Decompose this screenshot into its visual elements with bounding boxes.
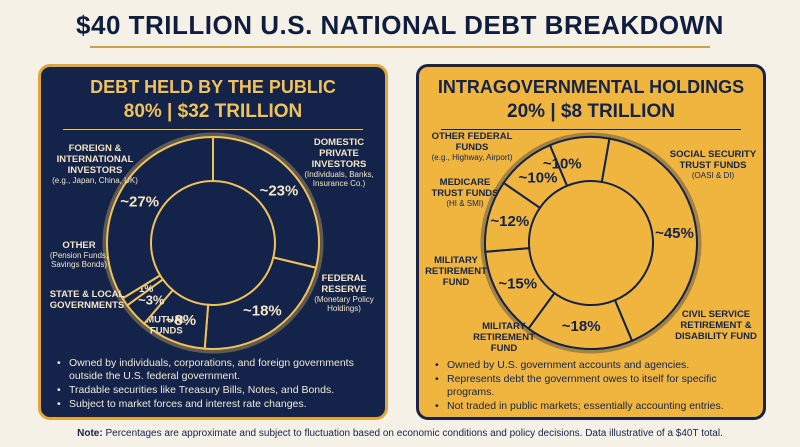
intragov-title: INTRAGOVERNMENTAL HOLDINGS [437, 77, 745, 97]
page-title: $40 TRILLION U.S. NATIONAL DEBT BREAKDOW… [76, 10, 724, 40]
donut-slice [212, 135, 320, 269]
public-debt-title: DEBT HELD BY THE PUBLIC [90, 77, 336, 97]
public-debt-bullets: Owned by individuals, corporations, and … [57, 357, 375, 412]
donut-glow-ring [480, 132, 702, 354]
label-civil-service-title: CIVIL SERVICE RETIREMENT & DISABILITY FU… [675, 309, 757, 342]
donut-value-label: ~27% [120, 193, 159, 210]
bullet-item: Owned by individuals, corporations, and … [57, 357, 375, 383]
label-other-sub: (Pension Funds, Savings Bonds) [49, 251, 109, 269]
label-medicare-title: MEDICARE TRUST FUNDS [431, 177, 499, 199]
label-social-security-title: SOCIAL SECURITY TRUST FUNDS [669, 149, 757, 171]
bullet-item: Represents debt the government owes to i… [435, 373, 753, 399]
label-state-title: STATE & LOCAL GOVERNMENTS [49, 289, 125, 311]
donut-value-label: ~12% [490, 213, 529, 230]
public-debt-subtitle: 80% | $32 TRILLION [123, 101, 303, 122]
label-foreign-title: FOREIGN & INTERNATIONAL INVESTORS [56, 143, 134, 176]
footnote-text: Percentages are approximate and subject … [102, 428, 723, 439]
label-other-federal-funds: OTHER FEDERAL FUNDS (e.g., Highway, Airp… [429, 131, 515, 162]
intragov-donut-chart: ~45% ~18% ~15% ~12% ~10%~10% [480, 132, 702, 354]
label-military-retirement: MILITARY RETIREMENT FUND [473, 321, 535, 354]
divider [441, 129, 741, 130]
intragov-subtitle: 20% | $8 TRILLION [507, 101, 675, 122]
title-underline [90, 46, 710, 48]
donut-value-label: ~15% [498, 276, 537, 293]
donut-value-label: ~3% [138, 293, 165, 308]
label-military-retirement: MILITARY RETIREMENT FUND [425, 255, 487, 288]
label-state-local: STATE & LOCAL GOVERNMENTS [45, 289, 129, 311]
bullet-item: Not traded in public markets; essentiall… [435, 400, 753, 413]
donut-value-label: ~8% [166, 312, 196, 329]
label-other-federal-sub: (e.g., Highway, Airport) [431, 153, 513, 162]
label-military-upper-title: MILITARY RETIREMENT FUND [425, 255, 487, 288]
bullet-item: Owned by U.S. government accounts and ag… [435, 359, 753, 372]
label-federal-sub: (Monetary Policy Holdings) [314, 295, 374, 313]
intragov-panel: INTRAGOVERNMENTAL HOLDINGS 20% | $8 TRIL… [416, 64, 766, 420]
donut-value-label: ~1% [133, 284, 153, 295]
donut-value-label: ~23% [260, 182, 299, 199]
label-other-federal-title: OTHER FEDERAL FUNDS [431, 131, 513, 153]
bullet-item: Subject to market forces and interest ra… [57, 398, 375, 411]
footnote: Note: Percentages are approximate and su… [0, 428, 800, 439]
donut-glow-ring [102, 132, 324, 354]
label-federal-title: FEDERAL RESERVE [321, 273, 367, 295]
label-domestic-investors: DOMESTIC PRIVATE INVESTORS (Individuals,… [297, 137, 381, 188]
donut-value-label: ~45% [655, 225, 694, 242]
label-social-security-sub: (OASI & DI) [691, 171, 735, 180]
label-medicare: MEDICARE TRUST FUNDS (HI & SMI) [425, 177, 505, 208]
bullet-item: Tradable securities like Treasury Bills,… [57, 384, 375, 397]
label-foreign-investors: FOREIGN & INTERNATIONAL INVESTORS (e.g.,… [51, 143, 139, 185]
divider [63, 129, 363, 130]
intragov-bullets: Owned by U.S. government accounts and ag… [435, 359, 753, 414]
label-domestic-sub: (Individuals, Banks, Insurance Co.) [304, 170, 374, 188]
label-other: OTHER (Pension Funds, Savings Bonds) [43, 240, 115, 269]
label-domestic-title: DOMESTIC PRIVATE INVESTORS [311, 137, 367, 170]
donut-value-label: ~10% [543, 156, 582, 173]
donut-value-label: ~18% [243, 302, 282, 319]
public-debt-panel: DEBT HELD BY THE PUBLIC 80% | $32 TRILLI… [38, 64, 388, 420]
label-other-title: OTHER [62, 240, 96, 251]
donut-value-label: ~18% [562, 318, 601, 335]
label-civil-service: CIVIL SERVICE RETIREMENT & DISABILITY FU… [673, 309, 759, 342]
label-military-lower-title: MILITARY RETIREMENT FUND [473, 321, 535, 354]
donut-slice [106, 135, 214, 300]
mutual-funds-label: MUTUAL [146, 314, 186, 325]
donut-slice [600, 137, 698, 343]
mutual-funds-label: FUNDS [150, 325, 183, 336]
donut-slice [548, 136, 611, 188]
label-federal-reserve: FEDERAL RESERVE (Monetary Policy Holding… [311, 273, 377, 313]
footnote-label: Note: [77, 428, 103, 439]
donut-value-label: ~10% [519, 169, 558, 186]
label-medicare-sub: (HI & SMI) [446, 199, 484, 208]
label-foreign-sub: (e.g., Japan, China, UK) [52, 176, 138, 185]
label-social-security: SOCIAL SECURITY TRUST FUNDS (OASI & DI) [669, 149, 757, 180]
